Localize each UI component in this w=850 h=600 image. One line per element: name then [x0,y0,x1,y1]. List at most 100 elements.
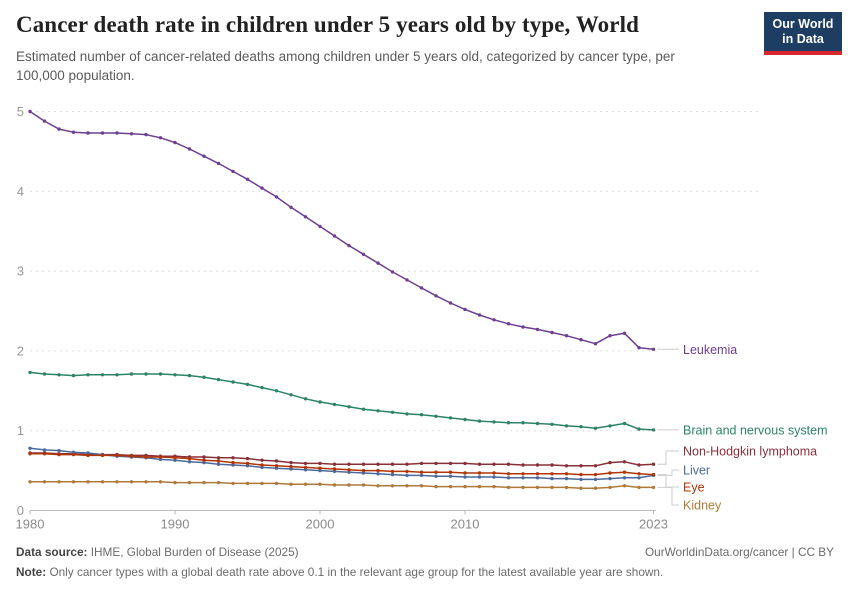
series-leukemia[interactable] [28,109,656,351]
data-point-2018 [579,477,583,482]
series-non-hodgkin-lymphoma[interactable] [28,451,656,468]
y-tick-label-1: 1 [17,423,24,438]
data-point-2001 [332,469,337,474]
data-point-2021 [622,470,627,474]
data-point-2012 [492,318,496,322]
data-point-2014 [521,476,525,480]
data-point-2011 [477,462,482,466]
data-point-1980 [28,446,32,450]
chart-subtitle: Estimated number of cancer-related death… [16,49,675,84]
legend-label-kidney[interactable]: Kidney [683,499,722,513]
data-point-2011 [477,475,482,479]
owid-logo: Our World in Data [764,12,842,55]
data-point-2003 [361,407,366,411]
data-point-2020 [608,460,612,465]
data-point-2018 [579,472,583,477]
data-point-1999 [303,465,308,470]
data-point-1984 [86,480,90,484]
data-point-2016 [550,485,554,490]
data-point-1987 [129,372,134,376]
data-point-1983 [71,373,76,378]
data-point-1982 [57,480,61,484]
legend-label-leukemia[interactable]: Leukemia [683,343,737,357]
data-point-2003 [361,468,366,473]
data-point-2008 [434,484,438,489]
data-point-2012 [492,475,496,479]
data-point-1995 [245,464,250,468]
data-point-2017 [564,424,569,428]
data-point-2004 [376,472,380,476]
note-value: Only cancer types with a global death ra… [49,565,664,580]
data-point-1988 [144,132,148,137]
page-title: Cancer death rate in children under 5 ye… [16,12,639,37]
data-point-2013 [506,421,511,425]
legend-label-liver[interactable]: Liver [683,464,710,478]
data-point-2019 [593,477,598,482]
series-line [30,481,654,489]
data-point-2021 [622,476,627,480]
y-tick-label-5: 5 [17,104,24,119]
data-point-1997 [274,459,279,463]
data-point-2012 [492,462,496,466]
data-point-1999 [303,468,308,472]
data-point-2000 [318,461,322,466]
data-point-1999 [303,482,308,486]
data-point-2002 [347,468,351,472]
legend-label-non-hodgkin-lymphoma[interactable]: Non-Hodgkin lymphoma [683,445,817,459]
data-point-2021 [622,484,627,488]
data-point-1980 [28,109,32,114]
credit-link[interactable]: OurWorldinData.org/cancer | CC BY [644,545,834,559]
data-point-2015 [535,463,540,467]
data-point-2001 [332,402,337,407]
data-point-1999 [303,215,308,219]
data-point-2009 [448,416,453,420]
data-point-2016 [550,330,554,335]
data-point-1996 [260,186,264,190]
owid-logo-line2: in Data [782,32,824,46]
data-point-2013 [506,462,511,466]
data-point-2021 [622,331,627,335]
data-point-1997 [274,389,279,393]
data-point-2005 [390,484,395,488]
data-point-2017 [564,334,569,338]
legend-label-eye[interactable]: Eye [683,481,705,495]
note-label: Note: [16,565,47,580]
data-point-1980 [28,452,32,456]
data-point-2022 [637,472,641,476]
data-point-1988 [144,455,148,459]
data-point-1992 [202,480,206,485]
legend-label-brain-and-nervous-system[interactable]: Brain and nervous system [683,423,828,437]
chart-header: Cancer death rate in children under 5 ye… [16,12,842,85]
data-point-1989 [158,480,163,484]
data-point-2023 [651,462,656,466]
data-point-2017 [564,485,569,490]
data-point-1990 [173,140,177,145]
series-eye[interactable] [28,452,656,477]
data-source: Data source: IHME, Global Burden of Dise… [16,542,299,562]
data-point-1992 [202,154,206,158]
series-brain-and-nervous-system[interactable] [28,370,656,432]
data-point-1989 [158,457,163,462]
data-point-1992 [202,375,206,379]
data-point-2022 [637,476,641,480]
data-point-2010 [463,461,467,466]
data-point-1984 [86,451,90,455]
data-point-2003 [361,462,366,466]
data-point-2013 [506,472,511,476]
line-chart[interactable]: 0 1 2 3 4 5 1980 1990 2000 2010 2023 Leukemia Brain … [0,95,850,545]
series-line [30,453,654,476]
data-point-1986 [115,453,119,458]
data-point-2017 [564,464,569,468]
data-point-2005 [390,270,395,274]
data-point-1998 [289,464,293,469]
data-point-1991 [187,373,192,378]
data-point-2010 [463,484,467,489]
series-kidney[interactable] [28,480,656,490]
data-point-1986 [115,131,119,135]
data-point-2005 [390,410,395,414]
y-tick-label-2: 2 [17,343,24,358]
data-point-1994 [231,380,235,384]
data-point-1991 [187,456,192,461]
series-liver[interactable] [28,446,656,482]
data-point-2020 [608,334,612,338]
